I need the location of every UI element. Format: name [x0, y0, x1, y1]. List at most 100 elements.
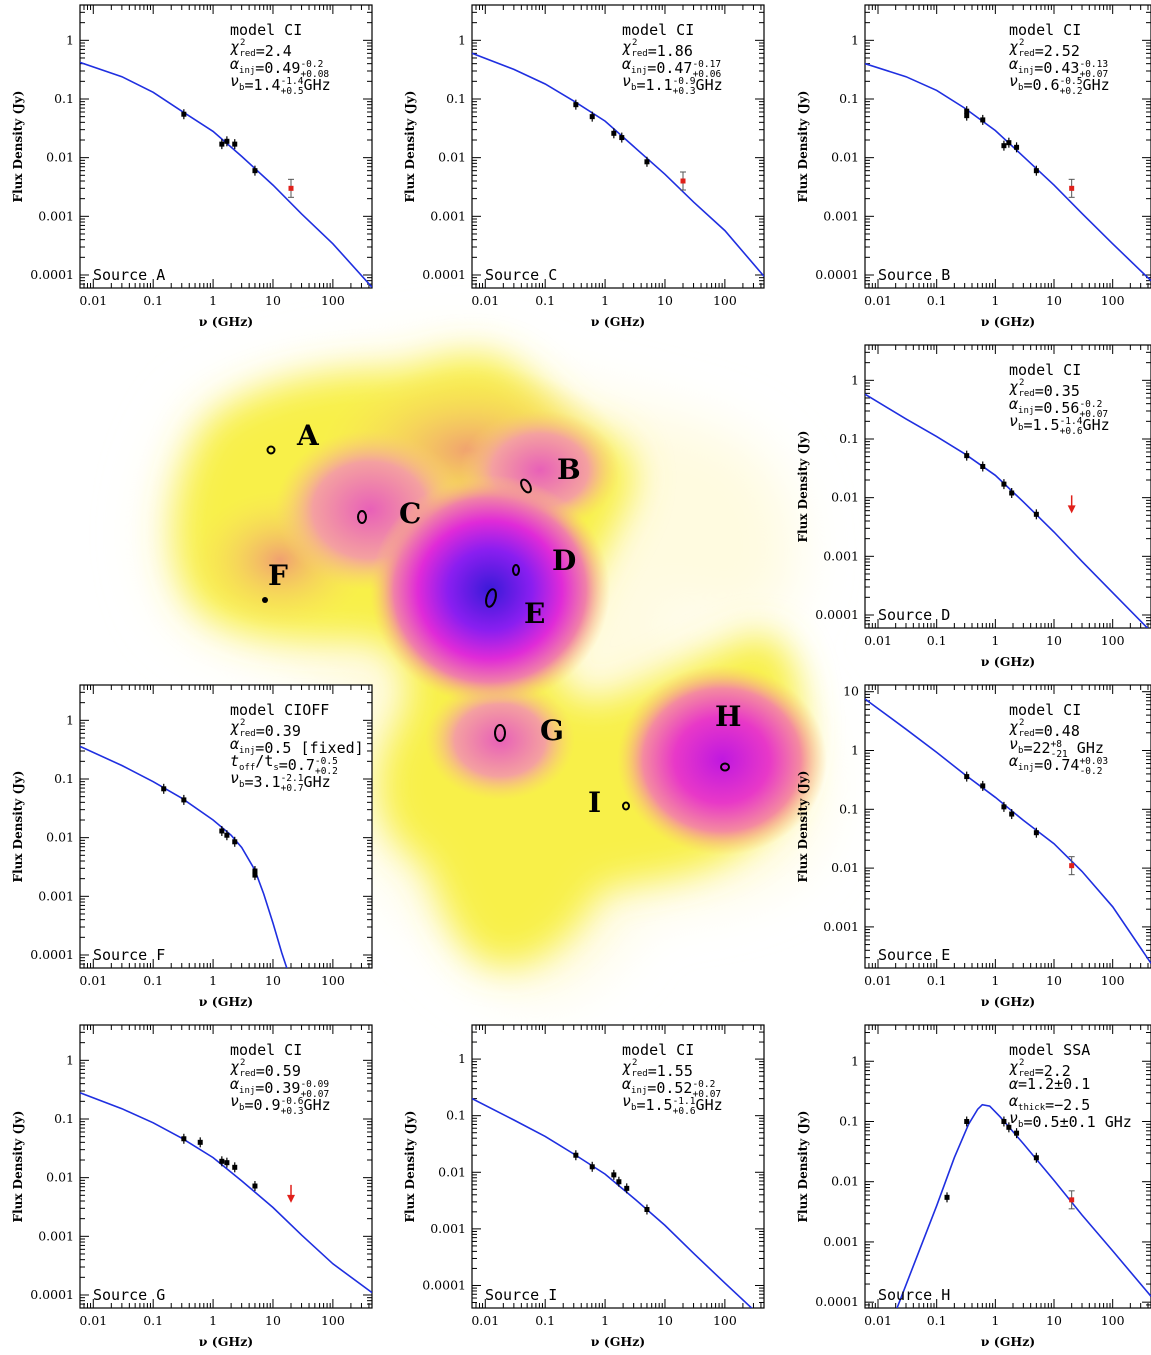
plot-frame	[471, 4, 765, 289]
model-parameter: νb=1.5-1.1 +0.6GHz	[622, 1092, 723, 1117]
model-parameter: αinj=0.52-0.2 +0.07	[622, 1075, 721, 1100]
x-tick-label: 100	[713, 293, 737, 308]
data-point	[1014, 1130, 1020, 1136]
y-tick-label: 0.01	[46, 150, 74, 165]
model-parameter: νb=0.9-0.6 +0.3GHz	[230, 1092, 331, 1117]
upper-limit-arrow	[287, 1194, 296, 1203]
spectrum-panel-middle-right: 0.01 0.1 1 10 100 ν (GHz) 1 0.1 0.01 0.001 0.0001 F…	[796, 344, 1151, 669]
contour-d	[512, 564, 520, 576]
model-parameter: νb=0.5±0.1 GHz	[1009, 1109, 1132, 1131]
y-tick-label: 0.1	[839, 91, 859, 106]
model-parameter: χ2 red=2.52	[1009, 38, 1080, 60]
y-tick-label: 1	[851, 32, 859, 47]
model-title: model CI	[1009, 701, 1081, 719]
model-curve	[80, 1092, 372, 1294]
x-tick-label: 1	[991, 293, 999, 308]
y-axis-ticks	[472, 1024, 764, 1309]
y-tick-label: 0.0001	[422, 267, 466, 282]
y-tick-label: 1	[66, 712, 74, 727]
data-point	[1009, 811, 1015, 817]
y-tick-label: 0.001	[430, 208, 466, 223]
plot-frame	[864, 684, 1151, 969]
y-axis-label: Flux Density (Jy)	[403, 1111, 417, 1223]
y-tick-label: 0.0001	[815, 1294, 859, 1309]
data-point	[232, 839, 238, 845]
data-point	[1033, 168, 1039, 174]
data-point	[980, 117, 986, 123]
data-point	[224, 138, 230, 144]
plot-frame	[864, 4, 1151, 289]
highlight-point	[680, 178, 686, 184]
x-tick-label: 0.01	[79, 973, 107, 988]
y-tick-label: 0.001	[38, 888, 74, 903]
contour-c	[357, 510, 367, 524]
contour-g	[494, 724, 506, 742]
x-tick-label: 0.01	[79, 293, 107, 308]
contour-b	[520, 478, 532, 494]
model-parameter: νb=22+8 -21 GHz	[1009, 735, 1104, 760]
data-point	[589, 1164, 595, 1170]
x-axis-label: ν (GHz)	[981, 994, 1035, 1009]
x-axis-ticks	[864, 5, 1149, 288]
x-tick-label: 10	[265, 1313, 281, 1328]
x-tick-label: 0.1	[927, 293, 947, 308]
x-tick-label: 0.1	[535, 293, 555, 308]
model-parameter: αinj=0.43-0.13 +0.07	[1009, 55, 1108, 80]
data-point	[589, 114, 595, 120]
x-tick-label: 100	[321, 973, 345, 988]
model-parameter: χ2 red=2.4	[230, 38, 292, 60]
x-axis-label: ν (GHz)	[981, 314, 1035, 329]
source-label: Source F	[93, 946, 165, 964]
data-point	[964, 1118, 970, 1124]
y-tick-label: 0.01	[831, 860, 859, 875]
x-tick-label: 10	[1046, 293, 1062, 308]
plot-frame	[471, 1024, 765, 1309]
model-curve	[896, 1103, 1151, 1308]
x-axis-ticks	[864, 685, 1149, 968]
x-tick-label: 100	[713, 1313, 737, 1328]
x-axis-label: ν (GHz)	[981, 1334, 1035, 1349]
x-tick-label: 100	[1101, 973, 1125, 988]
data-point	[644, 159, 650, 165]
y-tick-label: 0.0001	[815, 267, 859, 282]
model-parameter: αinj=0.5 [fixed]	[230, 735, 364, 757]
model-parameter: αinj=0.74+0.03 -0.2	[1009, 752, 1108, 777]
map-label-g: G	[540, 714, 564, 747]
data-point	[1006, 1124, 1012, 1130]
plot-frame	[864, 1024, 1151, 1309]
data-point	[964, 113, 970, 119]
map-label-d: D	[552, 544, 576, 577]
x-tick-label: 1	[209, 1313, 217, 1328]
model-parameter: αinj=0.39-0.09 +0.07	[230, 1075, 329, 1100]
highlight-point	[1069, 185, 1075, 191]
y-axis-label: Flux Density (Jy)	[796, 91, 810, 203]
data-point	[1033, 830, 1039, 836]
data-point	[232, 1164, 238, 1170]
x-tick-label: 0.1	[143, 973, 163, 988]
y-axis-ticks	[865, 691, 1151, 969]
x-tick-label: 1	[991, 973, 999, 988]
data-point	[616, 1179, 622, 1185]
data-point	[161, 786, 167, 792]
y-tick-label: 0.01	[46, 830, 74, 845]
data-point	[1033, 1155, 1039, 1161]
data-point	[252, 1183, 258, 1189]
x-tick-label: 1	[991, 633, 999, 648]
y-tick-label: 10	[843, 684, 859, 699]
radio-map: A B C D E F G H I	[155, 344, 827, 994]
x-tick-label: 1	[601, 293, 609, 308]
highlight-point	[1069, 1197, 1075, 1203]
upper-limit-arrow	[1067, 505, 1076, 514]
x-tick-label: 0.1	[143, 293, 163, 308]
y-tick-label: 0.1	[839, 1113, 859, 1128]
y-tick-label: 0.01	[831, 150, 859, 165]
data-point	[224, 1160, 230, 1166]
data-point	[1001, 1118, 1007, 1124]
y-tick-label: 1	[66, 1052, 74, 1067]
x-tick-label: 0.01	[864, 293, 892, 308]
x-tick-label: 100	[321, 1313, 345, 1328]
x-tick-label: 0.01	[864, 973, 892, 988]
y-tick-label: 0.001	[823, 548, 859, 563]
source-label: Source I	[485, 1286, 557, 1304]
